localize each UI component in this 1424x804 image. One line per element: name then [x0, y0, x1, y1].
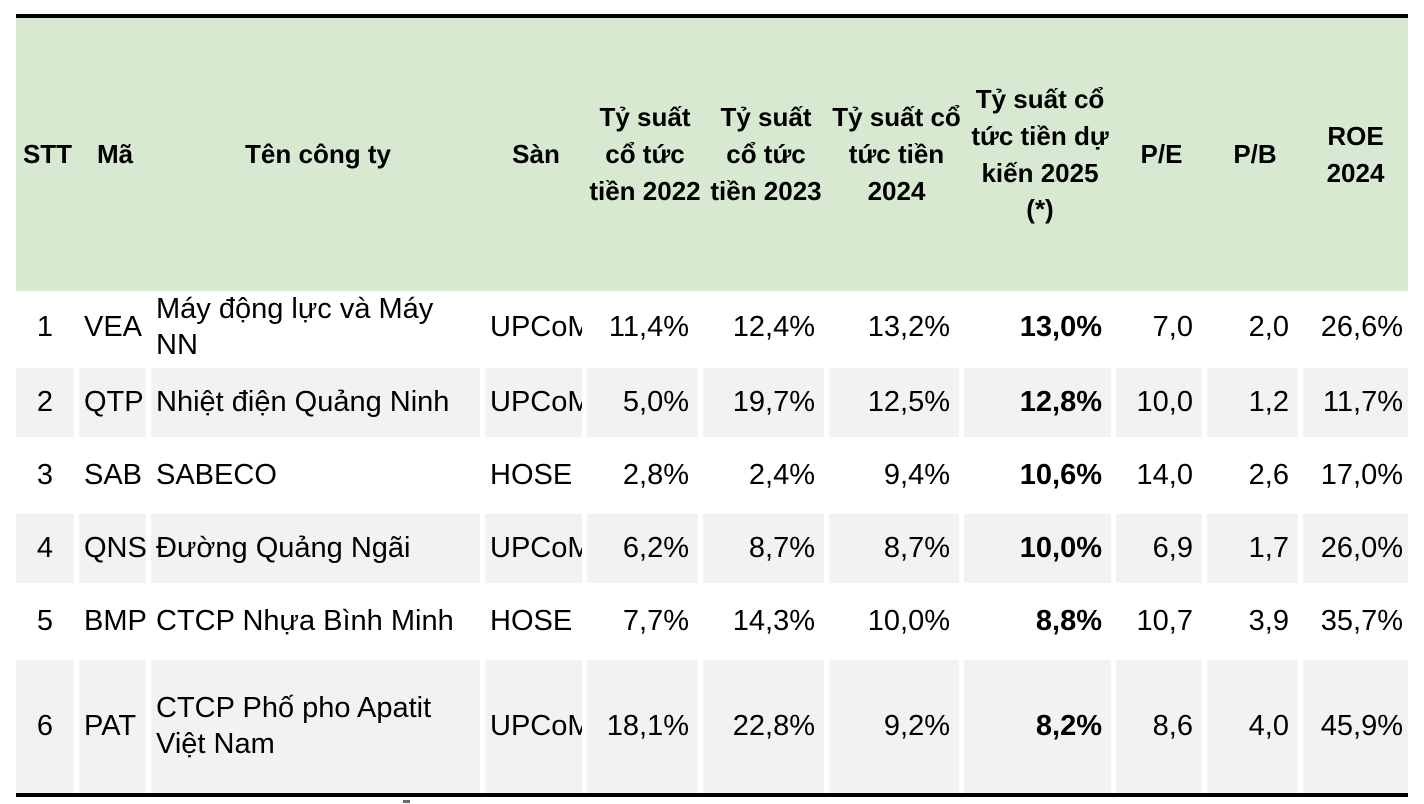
cell-ticker: QTP [79, 367, 151, 441]
table-row: 2 QTP Nhiệt điện Quảng Ninh UPCoM 5,0% 1… [16, 367, 1408, 441]
cell-yield-2022: 6,2% [587, 513, 703, 587]
col-header-roe-2024: ROE 2024 [1303, 18, 1408, 291]
cell-exchange: HOSE [485, 586, 587, 660]
cell-yield-2024: 13,2% [829, 291, 964, 368]
cell-company-name: Nhiệt điện Quảng Ninh [151, 367, 485, 441]
col-header-ty-suat-2024: Tỷ suất cổ tức tiền 2024 [829, 18, 964, 291]
cell-roe: 45,9% [1303, 659, 1408, 793]
cell-yield-2024: 10,0% [829, 586, 964, 660]
cell-company-name: SABECO [151, 440, 485, 514]
cell-pe: 10,0 [1116, 367, 1207, 441]
cell-roe: 26,6% [1303, 291, 1408, 368]
cell-pb: 2,6 [1207, 440, 1303, 514]
col-header-ty-suat-2025: Tỷ suất cổ tức tiền dự kiến 2025 (*) [964, 18, 1116, 291]
cell-ticker: SAB [79, 440, 151, 514]
cell-exchange: UPCoM [485, 513, 587, 587]
col-header-ty-suat-2023: Tỷ suất cổ tức tiền 2023 [703, 18, 829, 291]
cell-yield-2022: 11,4% [587, 291, 703, 368]
col-header-stt: STT [16, 18, 79, 291]
cell-pb: 2,0 [1207, 291, 1303, 368]
cell-pe: 7,0 [1116, 291, 1207, 368]
cell-exchange: HOSE [485, 440, 587, 514]
cell-exchange: UPCoM [485, 291, 587, 368]
col-header-pb: P/B [1207, 18, 1303, 291]
cell-yield-2025: 10,6% [964, 440, 1116, 514]
dividend-table: STT Mã Tên công ty Sàn Tỷ suất cổ tức ti… [16, 14, 1408, 797]
cell-yield-2024: 12,5% [829, 367, 964, 441]
clipped-footnote-fragment [403, 800, 410, 803]
cell-roe: 26,0% [1303, 513, 1408, 587]
cell-yield-2024: 8,7% [829, 513, 964, 587]
cell-roe: 11,7% [1303, 367, 1408, 441]
table-row: 6 PAT CTCP Phố pho Apatit Việt Nam UPCoM… [16, 659, 1408, 793]
cell-pb: 4,0 [1207, 659, 1303, 793]
cell-roe: 35,7% [1303, 586, 1408, 660]
cell-ticker: VEA [79, 291, 151, 368]
cell-yield-2025: 12,8% [964, 367, 1116, 441]
cell-ticker: BMP [79, 586, 151, 660]
cell-stt: 1 [16, 291, 79, 368]
table-row: 3 SAB SABECO HOSE 2,8% 2,4% 9,4% 10,6% 1… [16, 440, 1408, 514]
cell-stt: 4 [16, 513, 79, 587]
cell-yield-2025: 8,2% [964, 659, 1116, 793]
cell-pe: 8,6 [1116, 659, 1207, 793]
cell-exchange: UPCoM [485, 659, 587, 793]
cell-pb: 3,9 [1207, 586, 1303, 660]
cell-pb: 1,7 [1207, 513, 1303, 587]
table-header-row: STT Mã Tên công ty Sàn Tỷ suất cổ tức ti… [16, 18, 1408, 291]
cell-yield-2023: 22,8% [703, 659, 829, 793]
cell-stt: 2 [16, 367, 79, 441]
cell-pb: 1,2 [1207, 367, 1303, 441]
cell-company-name: Đường Quảng Ngãi [151, 513, 485, 587]
table-row: 4 QNS Đường Quảng Ngãi UPCoM 6,2% 8,7% 8… [16, 513, 1408, 587]
cell-pe: 14,0 [1116, 440, 1207, 514]
cell-stt: 6 [16, 659, 79, 793]
cell-company-name: CTCP Phố pho Apatit Việt Nam [151, 659, 485, 793]
cell-yield-2023: 8,7% [703, 513, 829, 587]
col-header-ma: Mã [79, 18, 151, 291]
cell-yield-2025: 13,0% [964, 291, 1116, 368]
cell-yield-2022: 2,8% [587, 440, 703, 514]
cell-yield-2023: 14,3% [703, 586, 829, 660]
cell-yield-2022: 7,7% [587, 586, 703, 660]
cell-ticker: QNS [79, 513, 151, 587]
stock-dividend-table: STT Mã Tên công ty Sàn Tỷ suất cổ tức ti… [16, 18, 1408, 793]
cell-yield-2024: 9,2% [829, 659, 964, 793]
cell-yield-2023: 12,4% [703, 291, 829, 368]
cell-pe: 6,9 [1116, 513, 1207, 587]
table-row: 5 BMP CTCP Nhựa Bình Minh HOSE 7,7% 14,3… [16, 586, 1408, 660]
cell-yield-2025: 10,0% [964, 513, 1116, 587]
cell-stt: 3 [16, 440, 79, 514]
col-header-ten-cong-ty: Tên công ty [151, 18, 485, 291]
cell-pe: 10,7 [1116, 586, 1207, 660]
cell-ticker: PAT [79, 659, 151, 793]
col-header-ty-suat-2022: Tỷ suất cổ tức tiền 2022 [587, 18, 703, 291]
cell-yield-2022: 5,0% [587, 367, 703, 441]
cell-yield-2023: 19,7% [703, 367, 829, 441]
cell-company-name: CTCP Nhựa Bình Minh [151, 586, 485, 660]
col-header-san: Sàn [485, 18, 587, 291]
table-row: 1 VEA Máy động lực và Máy NN UPCoM 11,4%… [16, 291, 1408, 368]
cell-exchange: UPCoM [485, 367, 587, 441]
cell-company-name: Máy động lực và Máy NN [151, 291, 485, 368]
cell-yield-2024: 9,4% [829, 440, 964, 514]
cell-roe: 17,0% [1303, 440, 1408, 514]
cell-yield-2023: 2,4% [703, 440, 829, 514]
cell-yield-2022: 18,1% [587, 659, 703, 793]
cell-yield-2025: 8,8% [964, 586, 1116, 660]
cell-stt: 5 [16, 586, 79, 660]
col-header-pe: P/E [1116, 18, 1207, 291]
